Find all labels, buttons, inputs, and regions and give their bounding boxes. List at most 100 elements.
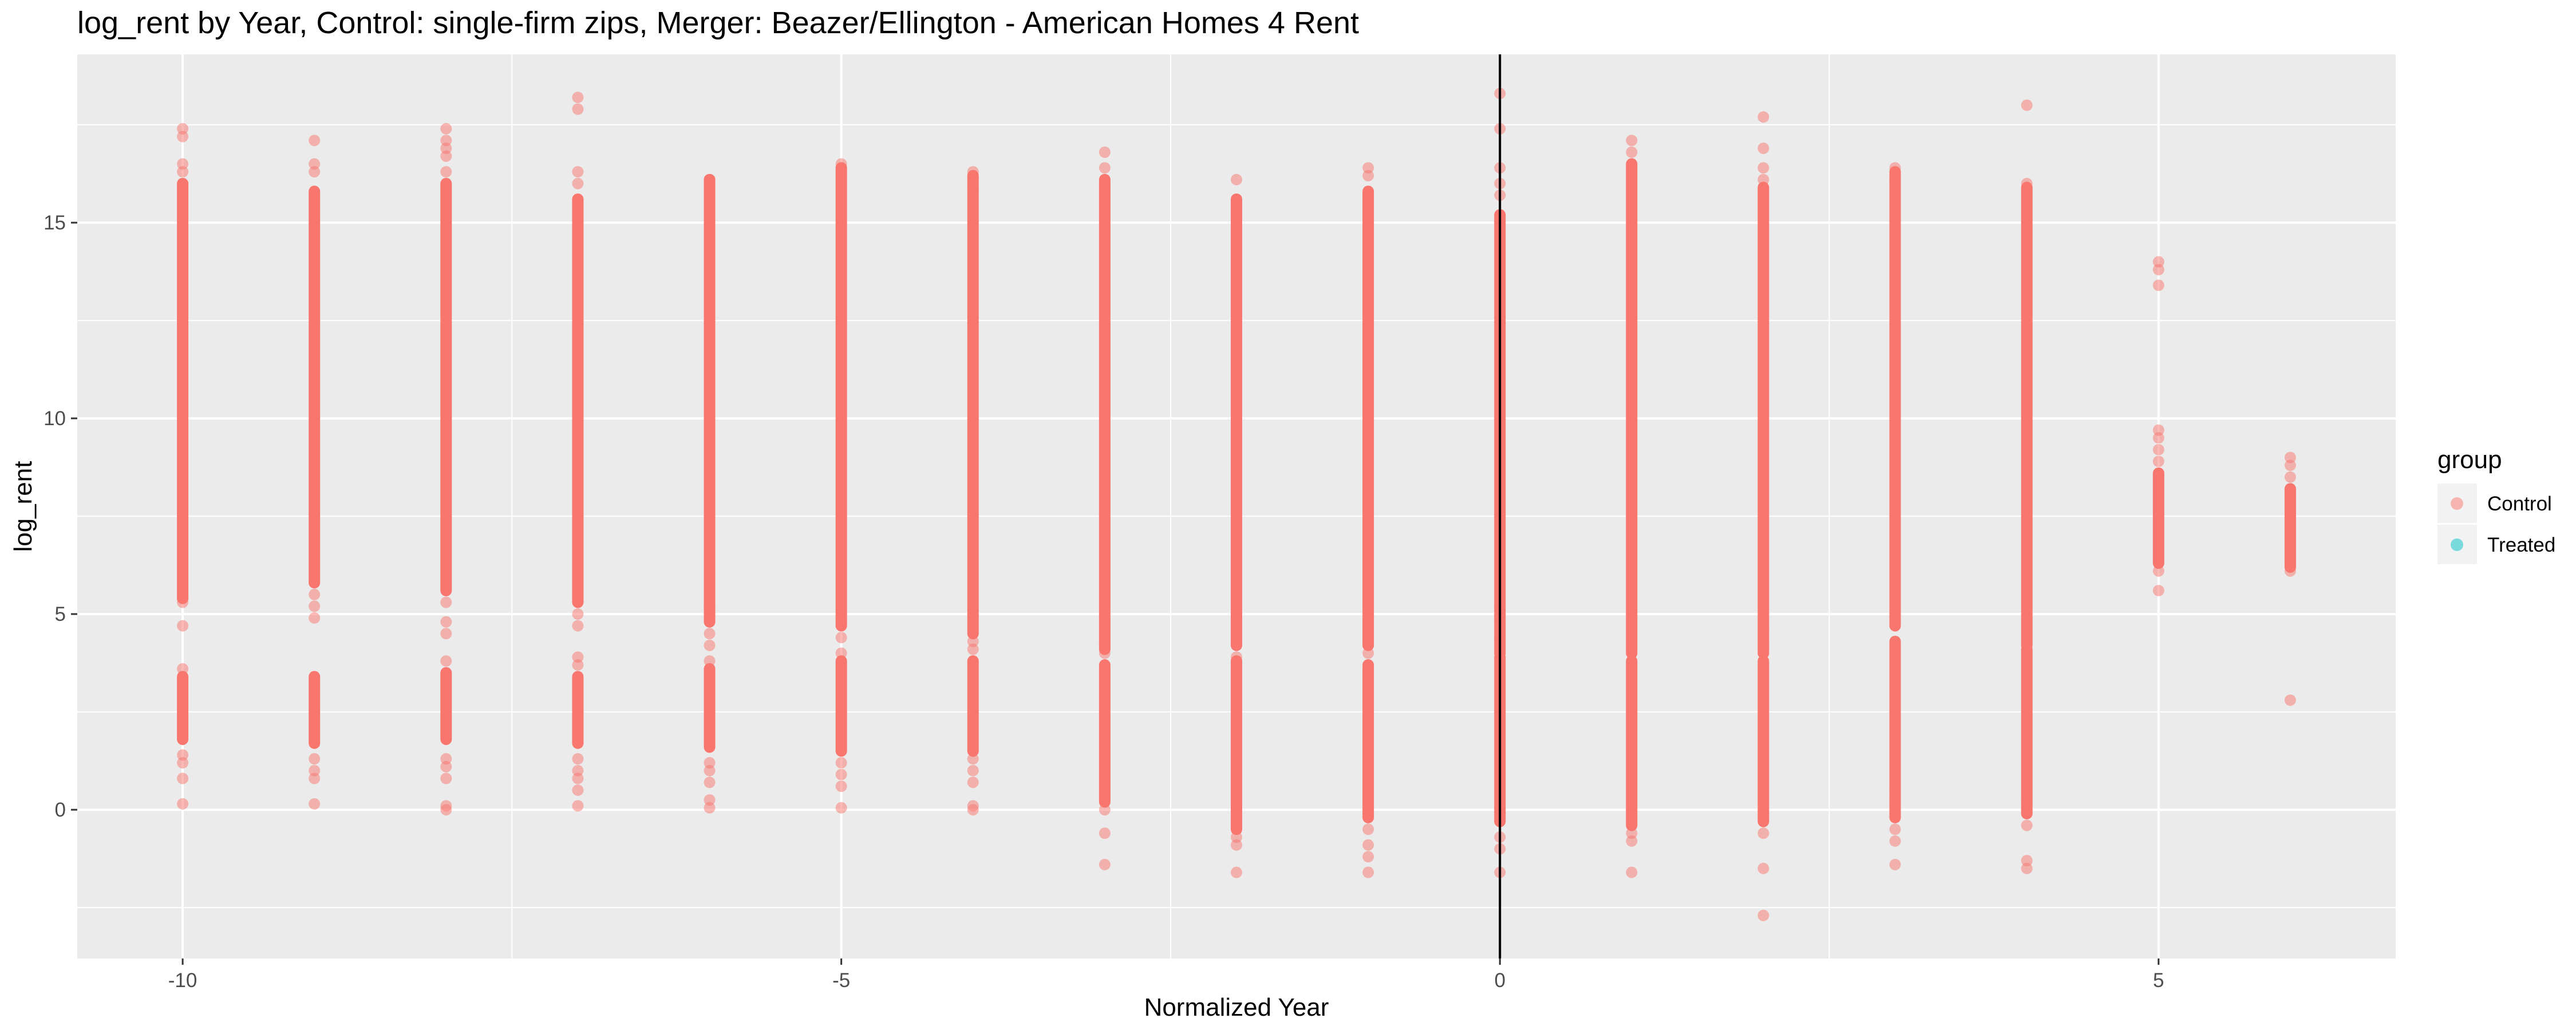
point-band <box>1626 158 1638 659</box>
data-point <box>1099 804 1111 816</box>
point-column <box>1757 111 1769 921</box>
data-point <box>967 643 979 655</box>
legend-label: Control <box>2487 493 2552 515</box>
data-point <box>835 802 847 814</box>
data-point <box>309 764 321 777</box>
data-point <box>1362 170 1374 182</box>
data-point <box>1362 647 1374 659</box>
data-point <box>309 158 321 170</box>
data-point <box>440 772 452 785</box>
data-point <box>2152 585 2164 597</box>
data-point <box>440 596 452 608</box>
data-point <box>1757 909 1769 921</box>
point-band <box>440 177 452 597</box>
data-point <box>177 749 189 761</box>
data-point <box>1757 111 1769 123</box>
data-point <box>440 166 452 178</box>
data-point <box>1362 866 1374 878</box>
point-band <box>177 671 189 745</box>
x-tick-label: -10 <box>168 969 197 992</box>
data-point <box>2152 432 2164 444</box>
data-point <box>835 757 847 769</box>
y-tick-label: 5 <box>55 603 66 625</box>
data-point <box>967 777 979 789</box>
data-point <box>2284 553 2296 565</box>
data-point <box>177 166 189 178</box>
data-point <box>1626 866 1638 878</box>
data-point <box>1757 173 1769 185</box>
point-column <box>835 158 847 814</box>
point-column <box>572 92 584 812</box>
data-point <box>572 784 584 796</box>
data-point <box>2284 694 2296 706</box>
data-point <box>2152 264 2164 276</box>
data-point <box>572 772 584 785</box>
data-point <box>177 596 189 608</box>
legend: group Control Treated <box>2437 446 2555 564</box>
data-point <box>309 588 321 600</box>
y-axis: 0 5 10 15 <box>44 212 77 821</box>
point-band <box>704 173 716 628</box>
data-point <box>177 158 189 170</box>
data-point <box>1231 866 1242 878</box>
data-point <box>967 804 979 816</box>
point-band <box>2152 467 2164 569</box>
data-point <box>1757 162 1769 174</box>
data-point <box>572 177 584 189</box>
point-column <box>704 173 716 814</box>
legend-items: Control Treated <box>2437 484 2555 564</box>
data-point <box>704 794 716 806</box>
point-band <box>704 663 716 753</box>
point-column <box>440 122 452 816</box>
point-column <box>2284 451 2296 706</box>
data-point <box>2152 455 2164 468</box>
data-point <box>572 608 584 620</box>
data-point <box>2284 471 2296 483</box>
point-band <box>1099 173 1111 655</box>
point-band <box>1757 655 1769 827</box>
data-point <box>177 663 189 675</box>
data-point <box>440 760 452 772</box>
data-point <box>704 173 716 185</box>
data-point <box>1757 639 1769 651</box>
point-band <box>967 170 979 640</box>
data-point <box>572 620 584 632</box>
data-point <box>1757 142 1769 154</box>
data-point <box>835 768 847 781</box>
data-point <box>2284 565 2296 577</box>
point-column <box>1626 134 1638 878</box>
data-point <box>967 635 979 647</box>
data-point <box>704 777 716 789</box>
data-point <box>2284 537 2296 549</box>
data-point <box>177 122 189 134</box>
data-point <box>440 628 452 640</box>
data-point <box>1099 146 1111 158</box>
data-point <box>309 600 321 612</box>
data-point <box>572 103 584 115</box>
data-point <box>1626 134 1638 146</box>
data-point <box>1889 162 1901 174</box>
data-point <box>572 764 584 777</box>
data-point <box>704 764 716 777</box>
legend-item-treated: Treated <box>2437 525 2555 564</box>
point-column <box>1099 146 1111 870</box>
y-tick-label: 10 <box>44 407 66 430</box>
data-point <box>440 655 452 667</box>
data-point <box>2284 459 2296 472</box>
data-point <box>177 757 189 769</box>
legend-label: Treated <box>2487 534 2555 556</box>
legend-symbol <box>2451 538 2463 551</box>
point-band <box>1362 185 1374 651</box>
point-column <box>177 122 189 810</box>
data-point <box>2021 855 2033 867</box>
data-point <box>2021 177 2033 189</box>
point-band <box>309 671 321 749</box>
point-band <box>1231 193 1242 651</box>
data-point <box>835 647 847 659</box>
x-axis: -10 -5 0 5 <box>168 958 2164 992</box>
y-axis-title: log_rent <box>9 461 37 552</box>
data-point <box>1231 173 1242 185</box>
series-control <box>177 88 2296 921</box>
data-point <box>1099 647 1111 659</box>
point-band <box>572 671 584 749</box>
